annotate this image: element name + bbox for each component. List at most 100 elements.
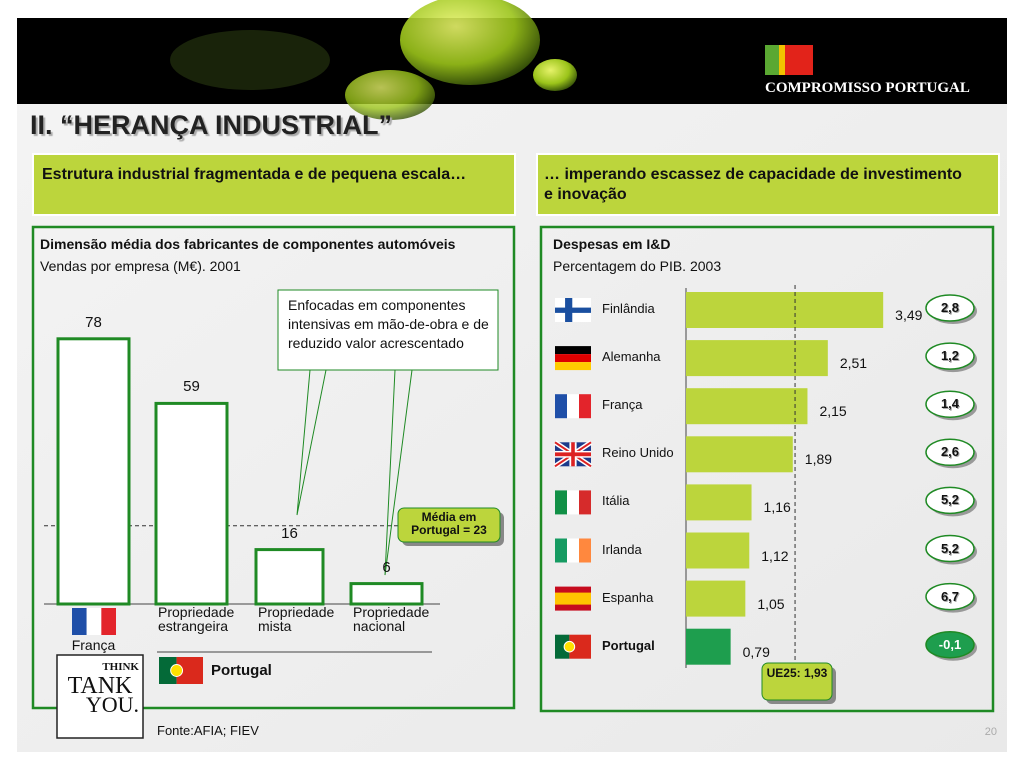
flag-part <box>555 307 591 313</box>
growth-label: 5,2 <box>940 492 960 508</box>
panel-heading-box <box>536 153 1000 216</box>
panel-heading-box <box>32 153 516 216</box>
category-label: Espanha <box>602 589 654 605</box>
category-label: Irlanda <box>602 541 642 557</box>
chart-title: Despesas em I&D <box>553 236 671 252</box>
logo-stripe <box>765 45 779 75</box>
bar <box>686 580 746 617</box>
chart-frame <box>31 225 516 710</box>
flag-part <box>86 608 102 635</box>
flag-part <box>579 490 591 515</box>
logo-box <box>56 654 144 739</box>
slide-title: II. “HERANÇA INDUSTRIAL” <box>30 110 392 140</box>
category-label: Finlândia <box>602 301 655 316</box>
flag-part <box>555 362 591 371</box>
decor-blob <box>400 0 540 85</box>
flag-part <box>569 634 591 659</box>
flag-part <box>72 608 87 635</box>
growth-label: 6,7 <box>940 588 960 604</box>
category-label: Alemanha <box>602 349 661 365</box>
value-label: 16 <box>281 524 298 542</box>
decor-blob <box>533 59 577 91</box>
bar <box>686 388 808 425</box>
growth-label: 1,2 <box>940 348 960 364</box>
growth-label: -0,1 <box>938 636 962 652</box>
value-label: 2,15 <box>819 403 847 420</box>
flag-part <box>579 394 591 419</box>
value-label: 1,16 <box>763 499 791 516</box>
logo-text: YOU. <box>85 692 139 717</box>
category-label: Propriedade mista <box>258 604 335 634</box>
reference-box <box>397 507 501 543</box>
decor-blob <box>170 30 330 90</box>
growth-badge <box>925 342 975 370</box>
source: Fonte:AFIA; FIEV <box>157 723 259 738</box>
value-label: 0,79 <box>742 643 770 660</box>
chart-subtitle: Vendas por empresa (M€). 2001 <box>40 258 241 274</box>
bar <box>686 340 828 377</box>
bar <box>686 628 731 665</box>
bar <box>349 582 424 606</box>
growth-label: 1,4 <box>940 396 960 412</box>
flag-part <box>555 346 591 355</box>
reference-box <box>761 662 833 701</box>
chart-frame <box>539 225 995 713</box>
panel-heading: … imperando escassez de capacidade de in… <box>544 166 962 203</box>
flag-part <box>555 592 591 605</box>
callout-tail <box>296 369 413 576</box>
logo-text: THINK <box>102 661 139 673</box>
flag-part <box>101 608 116 635</box>
bar <box>686 532 750 569</box>
category-label: França <box>71 637 116 653</box>
flag-part <box>567 538 579 563</box>
value-label: 2,51 <box>839 355 868 372</box>
panel-heading: Estrutura industrial fragmentada e de pe… <box>42 166 467 183</box>
reference-label: UE25: 1,93 <box>766 666 828 680</box>
bar <box>254 548 325 606</box>
growth-badge <box>925 486 975 515</box>
flag-part <box>579 538 591 563</box>
chart-title: Dimensão média dos fabricantes de compon… <box>40 236 456 252</box>
logo-text: TANK <box>67 673 133 699</box>
flag-part <box>555 538 567 563</box>
annotation: Enfocadas em componentes intensivas em m… <box>288 297 489 351</box>
flag-part <box>555 634 570 659</box>
reference-label: Média em Portugal = 23 <box>411 510 487 537</box>
flag-part <box>567 490 579 515</box>
decor-blob <box>345 70 435 120</box>
flag-part <box>565 298 573 322</box>
flag-part <box>571 442 575 467</box>
value-label: 59 <box>183 378 200 396</box>
flag-part <box>563 640 576 653</box>
value-label: 1,89 <box>804 451 833 468</box>
growth-label: 2,8 <box>940 300 960 315</box>
growth-badge <box>925 294 975 322</box>
flag-part <box>170 664 184 677</box>
bar <box>154 401 229 606</box>
bar <box>686 292 884 328</box>
growth-label: 2,6 <box>940 444 960 460</box>
category-label: Reino Unido <box>602 445 674 461</box>
growth-badge <box>925 390 975 418</box>
category-label: Itália <box>602 493 630 509</box>
value-label: 1,05 <box>757 595 785 612</box>
logo-stripe <box>785 45 813 75</box>
slide-background <box>17 18 1007 752</box>
bar <box>686 436 793 473</box>
growth-badge <box>925 630 975 659</box>
page-number: 20 <box>984 726 997 738</box>
bar <box>686 484 752 521</box>
flag-part <box>555 354 591 363</box>
growth-badge <box>925 582 975 611</box>
group-label: Portugal <box>211 662 272 679</box>
growth-badge <box>925 534 975 563</box>
flag-part <box>567 394 579 419</box>
value-label: 3,49 <box>895 307 923 323</box>
category-label: França <box>602 397 643 413</box>
bar <box>56 337 131 606</box>
growth-badge <box>925 438 975 467</box>
value-label: 1,12 <box>761 547 789 564</box>
chart-subtitle: Percentagem do PIB. 2003 <box>553 258 722 274</box>
